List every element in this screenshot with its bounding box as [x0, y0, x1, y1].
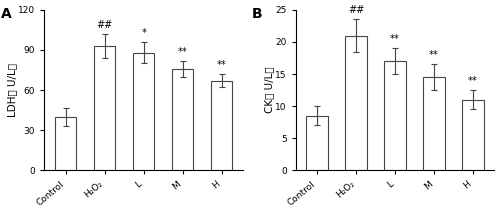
Bar — [94, 46, 116, 170]
Bar — [133, 53, 154, 170]
Y-axis label: LDH（ U/L）: LDH（ U/L） — [7, 63, 17, 117]
Bar — [346, 36, 367, 170]
Text: **: ** — [468, 76, 478, 86]
Text: *: * — [141, 28, 146, 38]
Bar — [306, 116, 328, 170]
Bar — [384, 61, 406, 170]
Text: ##: ## — [96, 20, 113, 30]
Y-axis label: CK（ U/L）: CK（ U/L） — [264, 67, 274, 114]
Text: B: B — [252, 7, 262, 21]
Bar — [211, 81, 233, 170]
Bar — [55, 117, 76, 170]
Bar — [462, 100, 483, 170]
Text: **: ** — [390, 34, 400, 44]
Text: **: ** — [216, 60, 226, 70]
Text: **: ** — [178, 47, 188, 57]
Text: **: ** — [429, 50, 439, 60]
Text: A: A — [0, 7, 12, 21]
Bar — [172, 69, 194, 170]
Bar — [424, 77, 445, 170]
Text: ##: ## — [348, 6, 364, 15]
